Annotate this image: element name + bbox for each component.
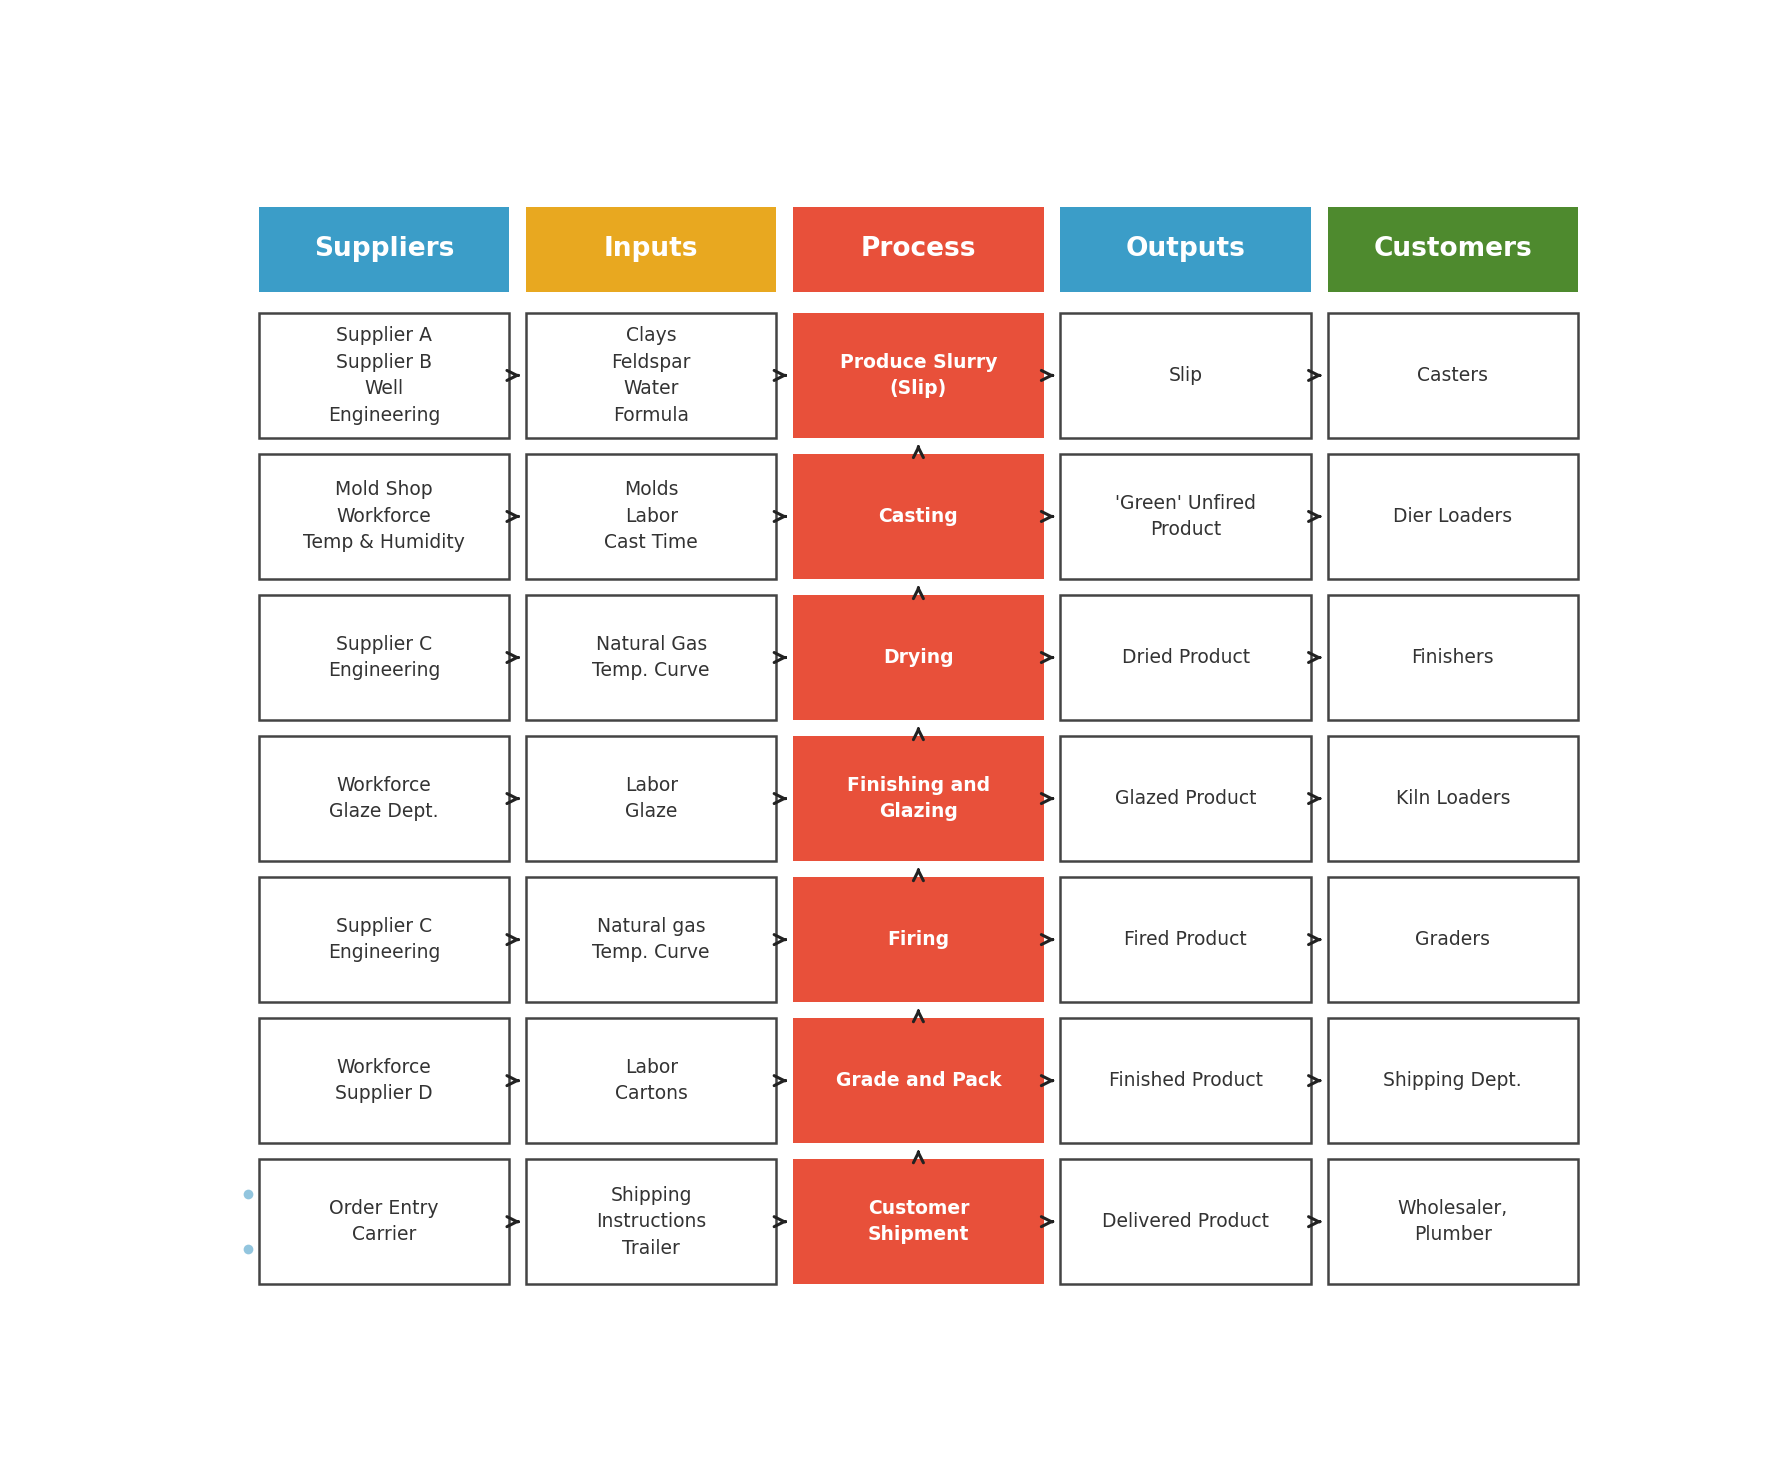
Text: Dried Product: Dried Product <box>1122 649 1249 666</box>
FancyBboxPatch shape <box>525 877 776 1002</box>
Text: Supplier C
Engineering: Supplier C Engineering <box>328 917 441 962</box>
FancyBboxPatch shape <box>258 313 509 438</box>
FancyBboxPatch shape <box>525 313 776 438</box>
Text: Order Entry
Carrier: Order Entry Carrier <box>330 1199 439 1245</box>
FancyBboxPatch shape <box>258 454 509 579</box>
FancyBboxPatch shape <box>525 736 776 861</box>
Text: Drying: Drying <box>883 649 953 666</box>
Text: Finished Product: Finished Product <box>1109 1071 1263 1091</box>
Text: Natural Gas
Temp. Curve: Natural Gas Temp. Curve <box>593 635 710 680</box>
FancyBboxPatch shape <box>794 736 1043 861</box>
Text: Workforce
Glaze Dept.: Workforce Glaze Dept. <box>330 776 439 821</box>
Text: Finishers: Finishers <box>1412 649 1495 666</box>
FancyBboxPatch shape <box>525 1159 776 1284</box>
FancyBboxPatch shape <box>1328 206 1579 292</box>
Text: Workforce
Supplier D: Workforce Supplier D <box>335 1058 434 1104</box>
FancyBboxPatch shape <box>1328 736 1579 861</box>
FancyBboxPatch shape <box>1061 877 1312 1002</box>
Text: Casters: Casters <box>1417 367 1489 384</box>
Text: Molds
Labor
Cast Time: Molds Labor Cast Time <box>604 481 699 552</box>
Text: Supplier C
Engineering: Supplier C Engineering <box>328 635 441 680</box>
FancyBboxPatch shape <box>794 595 1043 720</box>
Text: Labor
Glaze: Labor Glaze <box>625 776 677 821</box>
Text: Mold Shop
Workforce
Temp & Humidity: Mold Shop Workforce Temp & Humidity <box>303 481 464 552</box>
Text: Customers: Customers <box>1373 236 1532 263</box>
FancyBboxPatch shape <box>1061 206 1312 292</box>
FancyBboxPatch shape <box>794 1159 1043 1284</box>
Text: Customer
Shipment: Customer Shipment <box>867 1199 969 1245</box>
FancyBboxPatch shape <box>1328 1159 1579 1284</box>
Text: Fired Product: Fired Product <box>1124 930 1247 950</box>
FancyBboxPatch shape <box>1061 595 1312 720</box>
Text: Kiln Loaders: Kiln Loaders <box>1396 789 1511 809</box>
Text: Shipping
Instructions
Trailer: Shipping Instructions Trailer <box>597 1186 706 1257</box>
FancyBboxPatch shape <box>525 454 776 579</box>
Text: Natural gas
Temp. Curve: Natural gas Temp. Curve <box>593 917 710 962</box>
FancyBboxPatch shape <box>258 736 509 861</box>
Text: 'Green' Unfired
Product: 'Green' Unfired Product <box>1115 494 1256 539</box>
Text: Delivered Product: Delivered Product <box>1102 1212 1269 1232</box>
Text: Produce Slurry
(Slip): Produce Slurry (Slip) <box>840 353 996 398</box>
Text: Glazed Product: Glazed Product <box>1115 789 1256 809</box>
Text: Process: Process <box>860 236 977 263</box>
FancyBboxPatch shape <box>1328 454 1579 579</box>
FancyBboxPatch shape <box>1061 1018 1312 1143</box>
FancyBboxPatch shape <box>1061 1159 1312 1284</box>
Text: Suppliers: Suppliers <box>314 236 453 263</box>
Text: Wholesaler,
Plumber: Wholesaler, Plumber <box>1398 1199 1507 1245</box>
Text: Inputs: Inputs <box>604 236 699 263</box>
FancyBboxPatch shape <box>1328 313 1579 438</box>
Text: Clays
Feldspar
Water
Formula: Clays Feldspar Water Formula <box>611 326 692 424</box>
FancyBboxPatch shape <box>525 595 776 720</box>
FancyBboxPatch shape <box>258 1018 509 1143</box>
Text: Shipping Dept.: Shipping Dept. <box>1383 1071 1521 1091</box>
FancyBboxPatch shape <box>794 454 1043 579</box>
FancyBboxPatch shape <box>258 877 509 1002</box>
FancyBboxPatch shape <box>794 877 1043 1002</box>
Text: Finishing and
Glazing: Finishing and Glazing <box>848 776 989 821</box>
FancyBboxPatch shape <box>1061 454 1312 579</box>
Text: Labor
Cartons: Labor Cartons <box>615 1058 688 1104</box>
FancyBboxPatch shape <box>1328 1018 1579 1143</box>
FancyBboxPatch shape <box>794 1018 1043 1143</box>
FancyBboxPatch shape <box>1061 313 1312 438</box>
FancyBboxPatch shape <box>258 595 509 720</box>
Text: Graders: Graders <box>1416 930 1491 950</box>
FancyBboxPatch shape <box>525 1018 776 1143</box>
FancyBboxPatch shape <box>1328 595 1579 720</box>
FancyBboxPatch shape <box>525 206 776 292</box>
Text: Dier Loaders: Dier Loaders <box>1392 508 1512 525</box>
Text: Outputs: Outputs <box>1125 236 1245 263</box>
Text: Firing: Firing <box>887 930 950 950</box>
FancyBboxPatch shape <box>794 206 1043 292</box>
Text: Casting: Casting <box>878 508 959 525</box>
FancyBboxPatch shape <box>258 1159 509 1284</box>
Text: Supplier A
Supplier B
Well
Engineering: Supplier A Supplier B Well Engineering <box>328 326 441 424</box>
FancyBboxPatch shape <box>1328 877 1579 1002</box>
Text: Slip: Slip <box>1168 367 1202 384</box>
FancyBboxPatch shape <box>1061 736 1312 861</box>
FancyBboxPatch shape <box>794 313 1043 438</box>
FancyBboxPatch shape <box>258 206 509 292</box>
Text: Grade and Pack: Grade and Pack <box>835 1071 1002 1091</box>
